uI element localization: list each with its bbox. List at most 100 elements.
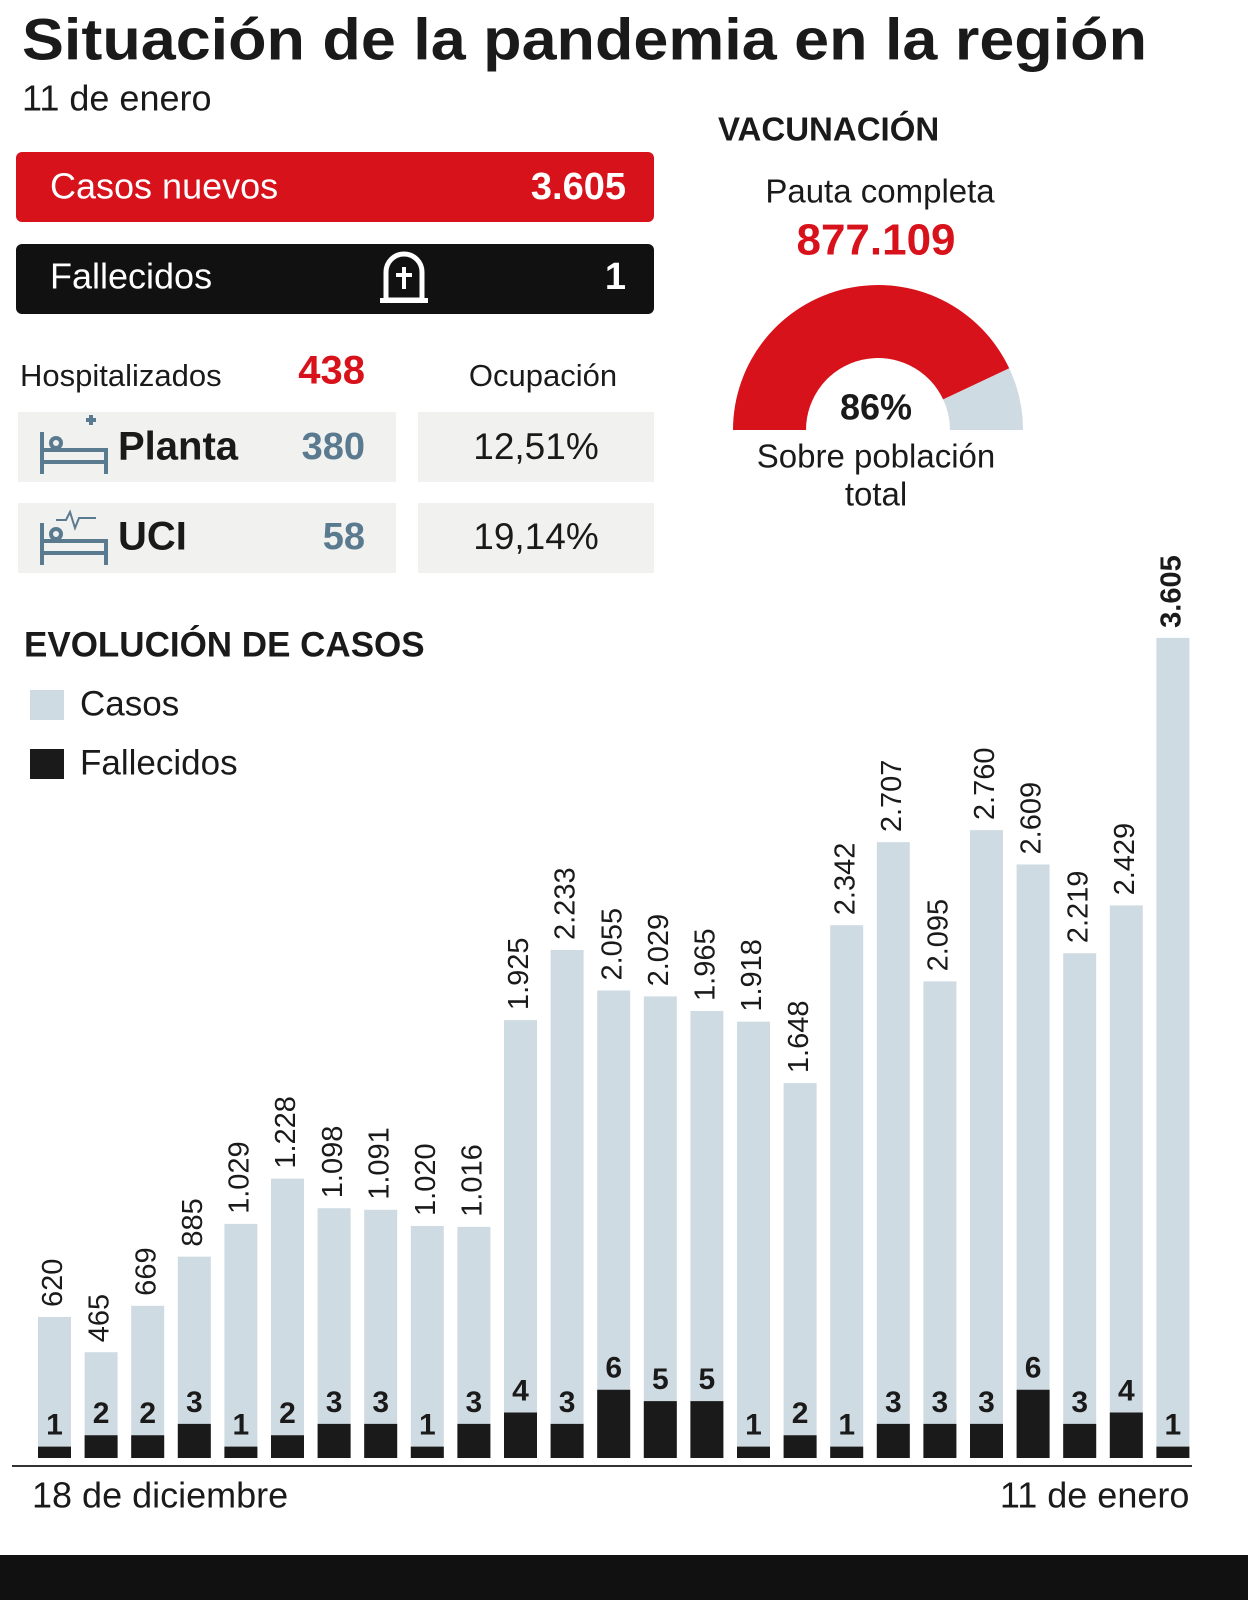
case-label: 620	[37, 1259, 69, 1307]
case-bar	[504, 1020, 537, 1458]
death-bar	[643, 1401, 677, 1458]
case-label: 1.098	[317, 1126, 349, 1199]
death-label: 2	[279, 1397, 296, 1430]
case-label: 669	[130, 1247, 162, 1295]
case-bar	[224, 1223, 258, 1458]
death-label: 6	[605, 1352, 622, 1385]
case-label: 1.965	[690, 928, 722, 1001]
case-bar	[737, 1021, 770, 1458]
case-label: 1.091	[363, 1127, 395, 1200]
death-bar	[317, 1423, 351, 1458]
legend-label: Fallecidos	[80, 743, 238, 782]
death-bar	[923, 1423, 957, 1458]
case-label: 2.029	[643, 914, 675, 987]
death-bar	[1156, 1446, 1190, 1458]
row-value: 58	[323, 516, 365, 558]
case-bar	[38, 1316, 71, 1458]
deaths-label: Fallecidos	[50, 256, 212, 297]
death-bar	[737, 1446, 770, 1458]
death-label: 3	[978, 1386, 995, 1419]
death-bar	[690, 1401, 724, 1458]
chart-title: EVOLUCIÓN DE CASOS	[24, 624, 425, 664]
death-bar	[457, 1423, 491, 1458]
row-value: 380	[302, 426, 365, 468]
row-box	[18, 503, 396, 573]
bed-icon	[40, 509, 108, 565]
death-label: 5	[699, 1363, 716, 1396]
death-bar	[830, 1446, 864, 1458]
gauge-note: total	[845, 476, 907, 513]
case-label: 1.029	[224, 1141, 256, 1214]
death-label: 3	[372, 1386, 389, 1419]
new-cases-box	[16, 152, 654, 222]
death-label: 4	[512, 1374, 529, 1407]
death-bar	[131, 1435, 165, 1458]
death-label: 6	[1025, 1352, 1042, 1385]
case-label: 2.233	[550, 867, 582, 940]
gauge-fill	[733, 285, 1010, 430]
title: Situación de la pandemia en la región	[22, 7, 1147, 72]
case-label: 1.648	[783, 1001, 815, 1074]
death-bar	[410, 1446, 444, 1458]
death-label: 1	[838, 1409, 855, 1442]
row-box	[418, 503, 654, 573]
death-bar	[504, 1412, 537, 1458]
x-label: 11 de enero	[1000, 1475, 1190, 1516]
legend-swatch	[30, 749, 64, 779]
case-bar	[457, 1226, 491, 1458]
death-label: 1	[419, 1409, 436, 1442]
case-bar	[1156, 637, 1190, 1458]
gauge-label: 86%	[840, 387, 912, 428]
case-label: 1.020	[410, 1143, 442, 1216]
case-label: 2.707	[876, 760, 908, 833]
death-bar	[550, 1423, 584, 1458]
row-box	[18, 412, 396, 482]
case-bar	[364, 1209, 398, 1458]
death-label: 5	[652, 1363, 669, 1396]
death-label: 1	[745, 1409, 762, 1442]
case-bar	[690, 1010, 724, 1458]
case-label: 2.760	[969, 748, 1001, 821]
case-label: 2.095	[923, 899, 955, 972]
case-bar	[131, 1305, 165, 1458]
death-bar	[1016, 1389, 1050, 1458]
vaccination-title: VACUNACIÓN	[718, 111, 939, 148]
death-bar	[38, 1446, 71, 1458]
case-label: 465	[84, 1294, 116, 1342]
vaccination-subtitle: Pauta completa	[765, 173, 995, 210]
case-bar	[1109, 905, 1143, 1458]
case-bar	[550, 949, 584, 1458]
legend-swatch	[30, 690, 64, 720]
death-label: 2	[93, 1397, 110, 1430]
case-label: 2.609	[1016, 782, 1048, 855]
row-label: UCI	[118, 515, 187, 559]
x-label: 18 de diciembre	[32, 1475, 288, 1516]
case-label: 1.925	[503, 937, 535, 1010]
case-bar	[923, 981, 957, 1458]
death-bar	[84, 1435, 118, 1458]
tomb-icon	[380, 251, 428, 303]
case-label: 3.605	[1156, 555, 1188, 628]
gauge-rest	[943, 368, 1023, 430]
death-label: 1	[233, 1409, 250, 1442]
new-cases-value: 3.605	[531, 166, 626, 208]
case-label: 2.429	[1109, 823, 1141, 896]
row-box	[418, 412, 654, 482]
new-cases-label: Casos nuevos	[50, 166, 278, 207]
death-bar	[224, 1446, 258, 1458]
death-bar	[364, 1423, 398, 1458]
case-bar	[830, 925, 864, 1458]
death-bar	[1063, 1423, 1097, 1458]
death-bar	[271, 1435, 304, 1458]
death-bar	[1109, 1412, 1143, 1458]
death-bar	[783, 1435, 817, 1458]
death-label: 3	[559, 1386, 576, 1419]
gauge-note: Sobre población	[757, 438, 996, 475]
death-bar	[177, 1423, 211, 1458]
case-bar	[410, 1225, 444, 1458]
deaths-value: 1	[605, 256, 626, 298]
case-bar	[876, 842, 910, 1458]
death-label: 4	[1118, 1374, 1135, 1407]
hospital-total: 438	[298, 349, 365, 393]
death-bar	[876, 1423, 910, 1458]
